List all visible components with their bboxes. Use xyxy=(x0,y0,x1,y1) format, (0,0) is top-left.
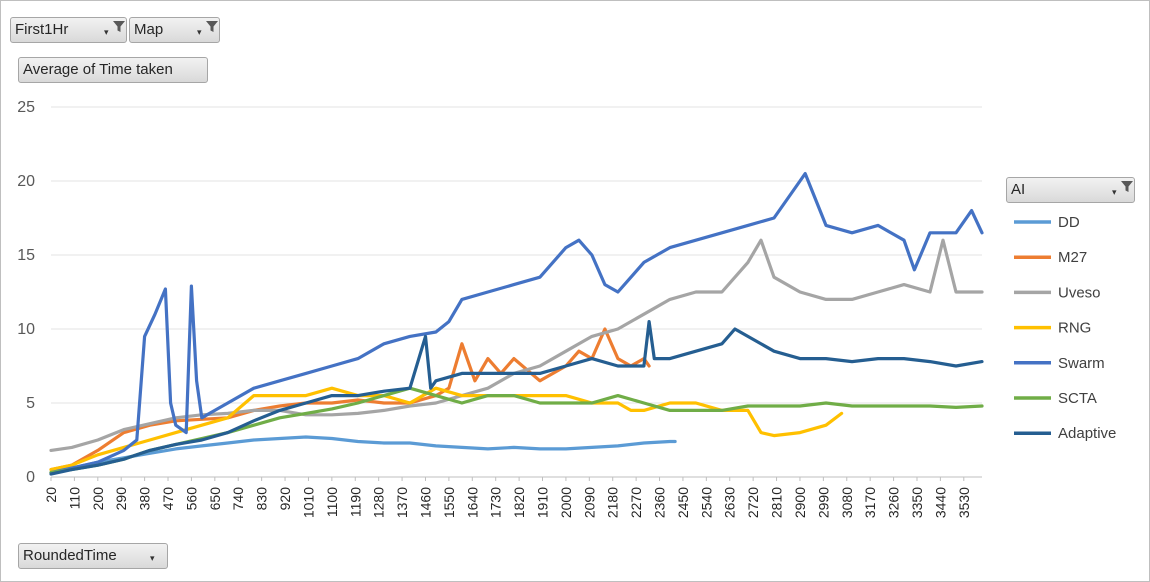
filter-icon xyxy=(206,21,218,32)
x-tick-label: 650 xyxy=(207,487,223,511)
x-tick-label: 3530 xyxy=(956,487,972,518)
x-tick-label: 2360 xyxy=(652,487,668,518)
x-tick-label: 1730 xyxy=(488,487,504,518)
map-filter-button[interactable]: Map ▾ xyxy=(129,17,220,43)
x-tick-label: 1820 xyxy=(511,487,527,518)
series-line-rng xyxy=(49,386,844,472)
x-tick-label: 2450 xyxy=(675,487,691,518)
dropdown-arrow-icon: ▾ xyxy=(104,27,109,37)
map-filter-label: Map xyxy=(134,21,164,38)
x-tick-label: 1370 xyxy=(394,487,410,518)
x-tick-label: 2090 xyxy=(581,487,597,518)
x-tick-label: 1640 xyxy=(464,487,480,518)
dropdown-arrow-icon: ▾ xyxy=(197,27,202,37)
ai-filter-button[interactable]: AI ▾ xyxy=(1006,177,1135,203)
series-line-scta xyxy=(49,386,984,475)
x-tick-label: 1100 xyxy=(324,487,340,517)
first1hr-filter-label: First1Hr xyxy=(15,21,69,38)
x-tick-label: 3080 xyxy=(839,487,855,518)
y-tick-label: 25 xyxy=(17,99,35,116)
value-field-label: Average of Time taken xyxy=(23,61,173,78)
x-tick-label: 2270 xyxy=(628,487,644,518)
x-tick-label: 1460 xyxy=(417,487,433,518)
x-tick-label: 3170 xyxy=(862,487,878,518)
value-field-button[interactable]: Average of Time taken xyxy=(18,57,208,83)
y-tick-label: 20 xyxy=(17,173,35,190)
x-tick-label: 2180 xyxy=(605,487,621,518)
legend-label-uveso: Uveso xyxy=(1058,284,1101,301)
x-tick-label: 2000 xyxy=(558,487,574,518)
x-tick-label: 1280 xyxy=(371,487,387,518)
x-tick-label: 2630 xyxy=(722,487,738,518)
x-tick-label: 200 xyxy=(90,487,106,511)
x-tick-label: 3260 xyxy=(886,487,902,518)
legend-label-rng: RNG xyxy=(1058,320,1091,337)
series-line-dd xyxy=(49,435,677,475)
x-tick-label: 2810 xyxy=(769,487,785,518)
y-tick-label: 5 xyxy=(26,395,35,412)
x-tick-label: 3350 xyxy=(909,487,925,518)
x-tick-label: 3440 xyxy=(932,487,948,518)
legend-label-m27: M27 xyxy=(1058,249,1087,266)
x-tick-label: 380 xyxy=(137,487,153,511)
x-tick-label: 740 xyxy=(230,487,246,511)
y-tick-label: 0 xyxy=(26,469,35,486)
x-tick-label: 2540 xyxy=(698,487,714,518)
x-tick-label: 560 xyxy=(183,487,199,511)
x-tick-label: 470 xyxy=(160,487,176,511)
filter-icon xyxy=(1121,181,1133,192)
legend-label-adaptive: Adaptive xyxy=(1058,425,1116,442)
x-tick-label: 830 xyxy=(254,487,270,511)
series-line-adaptive xyxy=(49,320,984,476)
legend-label-swarm: Swarm xyxy=(1058,355,1105,372)
filter-icon xyxy=(113,21,125,32)
x-tick-label: 1010 xyxy=(300,487,316,518)
x-tick-label: 1190 xyxy=(347,487,363,517)
x-tick-label: 920 xyxy=(277,487,293,511)
x-tick-label: 20 xyxy=(43,487,59,503)
rounded-time-field-button[interactable]: RoundedTime ▾ xyxy=(18,543,168,569)
x-tick-label: 110 xyxy=(66,487,82,510)
rounded-time-field-label: RoundedTime xyxy=(23,547,117,564)
legend-label-dd: DD xyxy=(1058,214,1080,231)
ai-filter-label: AI xyxy=(1011,181,1026,198)
legend-label-scta: SCTA xyxy=(1058,390,1097,407)
x-tick-label: 2900 xyxy=(792,487,808,518)
first1hr-filter-button[interactable]: First1Hr ▾ xyxy=(10,17,127,43)
x-tick-label: 1550 xyxy=(441,487,457,518)
y-tick-label: 15 xyxy=(17,247,35,264)
dropdown-arrow-icon: ▾ xyxy=(1112,187,1117,197)
x-tick-label: 1910 xyxy=(535,487,551,518)
series-line-swarm xyxy=(49,172,984,475)
x-tick-label: 2720 xyxy=(745,487,761,518)
dropdown-arrow-icon: ▾ xyxy=(150,553,155,563)
y-tick-label: 10 xyxy=(17,321,35,338)
x-tick-label: 290 xyxy=(113,487,129,511)
x-tick-label: 2990 xyxy=(815,487,831,518)
